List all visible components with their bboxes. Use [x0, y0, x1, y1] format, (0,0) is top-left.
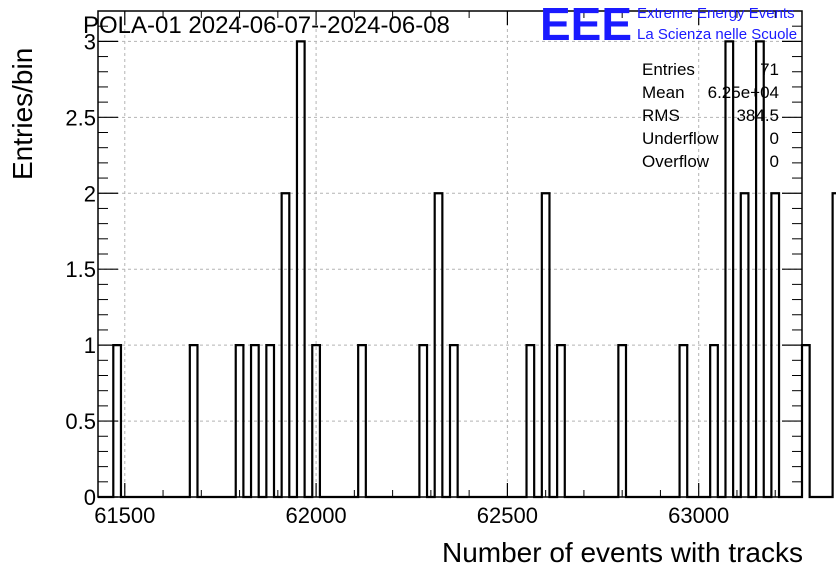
labels-layer: 61500 62000 62500 63000 0 0.5 1 1.5 2 2.5 3	[65, 29, 729, 528]
stat-underflow-label: Underflow	[642, 129, 719, 148]
y-tick-label: 2	[84, 181, 96, 206]
stat-mean-value: 6.25e+04	[708, 83, 779, 102]
x-tick-label: 62500	[477, 503, 538, 528]
ticks-layer	[98, 10, 802, 498]
stats-box: Entries 71 Mean 6.25e+04 RMS 384.5 Under…	[642, 60, 779, 171]
x-axis-title: Number of events with tracks	[442, 537, 803, 568]
x-tick-label: 61500	[94, 503, 155, 528]
logo-mark: EEE	[540, 0, 632, 50]
y-tick-label: 2.5	[65, 105, 96, 130]
chart-title: POLA-01 2024-06-07--2024-06-08	[83, 12, 450, 39]
y-tick-label: 1.5	[65, 257, 96, 282]
x-tick-label: 63000	[668, 503, 729, 528]
y-tick-label: 0	[84, 485, 96, 510]
stat-overflow-label: Overflow	[642, 152, 710, 171]
stat-underflow-value: 0	[770, 129, 779, 148]
stat-rms-value: 384.5	[736, 106, 779, 125]
logo-line-1: Extreme Energy Events	[637, 5, 795, 22]
stat-entries-value: 71	[760, 60, 779, 79]
y-tick-label: 0.5	[65, 409, 96, 434]
stat-mean-label: Mean	[642, 83, 685, 102]
y-tick-label: 3	[84, 29, 96, 54]
stat-rms-label: RMS	[642, 106, 680, 125]
stat-entries-label: Entries	[642, 60, 695, 79]
logo-line-2: La Scienza nelle Scuole	[637, 26, 797, 43]
eee-logo: EEE Extreme Energy Events La Scienza nel…	[540, 0, 797, 50]
histogram-line	[98, 40, 836, 499]
y-tick-label: 1	[84, 333, 96, 358]
y-axis-title: Entries/bin	[7, 48, 38, 180]
stat-overflow-value: 0	[770, 152, 779, 171]
x-tick-label: 62000	[285, 503, 346, 528]
